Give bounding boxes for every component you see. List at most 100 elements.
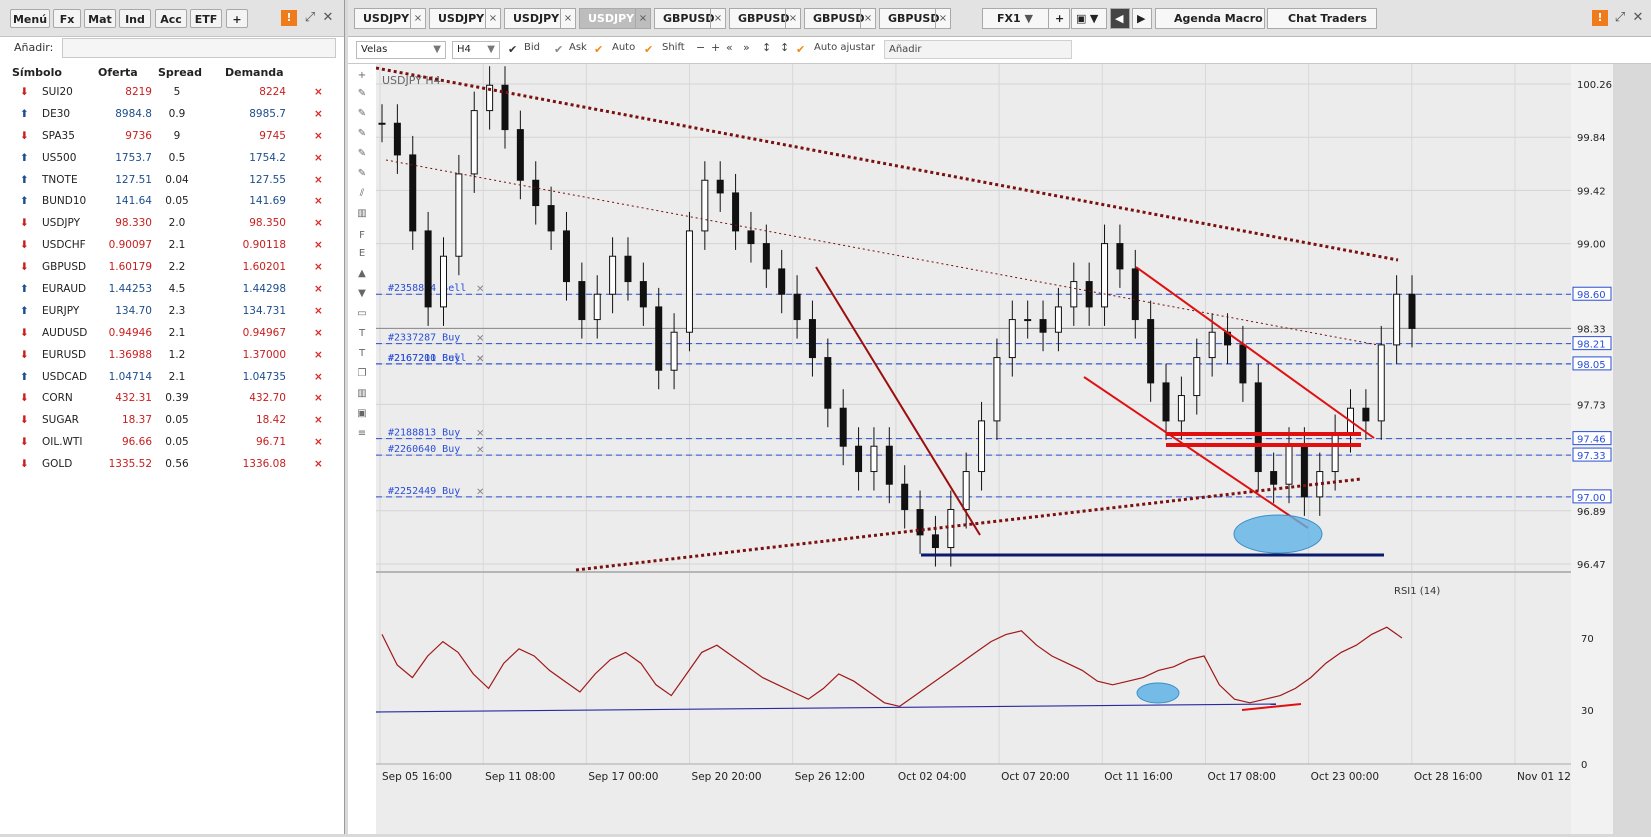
col-ask[interactable]: Demanda [225,66,284,79]
table-row[interactable]: ⬇ CORN 432.31 0.39 432.70 × [0,388,344,410]
crosshair-icon[interactable]: + [357,70,367,81]
ask-cell[interactable]: 1.04735 [242,370,286,383]
ask-cell[interactable]: 127.55 [249,173,286,186]
tab-agenda-macro[interactable]: Agenda Macro [1155,8,1265,29]
shift-toggle[interactable]: Shift [662,42,685,53]
chart-type-select[interactable]: Velas ▼ [356,41,446,59]
bid-cell[interactable]: 1335.52 [108,458,152,471]
remove-icon[interactable]: × [314,173,323,186]
col-spread[interactable]: Spread [158,66,202,79]
fib-icon[interactable]: F [359,230,365,241]
vertical-resize-icon[interactable]: ↕ [780,41,790,54]
table-row[interactable]: ⬇ EURUSD 1.36988 1.2 1.37000 × [0,345,344,367]
mat-button[interactable]: Mat [84,9,116,28]
remove-icon[interactable]: × [314,392,323,405]
table-row[interactable]: ⬇ SPA35 9736 9 9745 × [0,126,344,148]
add-tab-button[interactable]: + [226,9,248,28]
auto-toggle[interactable]: Auto [612,42,636,53]
table-row[interactable]: ⬇ OIL.WTI 96.66 0.05 96.71 × [0,432,344,454]
tab-chat-traders[interactable]: Chat Traders [1267,8,1377,29]
close-tab-icon[interactable]: × [935,9,950,28]
close-tab-icon[interactable]: × [860,9,875,28]
table-row[interactable]: ⬇ USDJPY 98.330 2.0 98.350 × [0,213,344,235]
arrow-up-icon[interactable]: ▲ [358,268,366,279]
tab-usdjpy[interactable]: USDJPY × [429,8,501,29]
remove-icon[interactable]: × [314,239,323,252]
list-icon[interactable]: ≡ [357,428,367,439]
remove-icon[interactable]: × [314,348,323,361]
remove-icon[interactable]: × [314,129,323,142]
auto-adjust-toggle[interactable]: Auto ajustar [814,42,876,53]
table-row[interactable]: ⬇ USDCHF 0.90097 2.1 0.90118 × [0,235,344,257]
tab-gbpusd[interactable]: GBPUSD × [729,8,801,29]
pencil-icon[interactable]: ✎ [357,88,367,99]
check-icon[interactable]: ✔ [554,43,564,56]
scroll-right-icon[interactable]: » [743,41,750,54]
tab-gbpusd[interactable]: GBPUSD × [654,8,726,29]
close-tab-icon[interactable]: × [710,9,725,28]
remove-icon[interactable]: × [314,261,323,274]
table-row[interactable]: ⬆ BUND10 141.64 0.05 141.69 × [0,191,344,213]
col-bid[interactable]: Oferta [98,66,138,79]
price-chart[interactable]: Sep 05 16:00 Sep 11 08:00 Sep 17 00:00 Sep … [375,64,1588,834]
bid-cell[interactable]: 18.37 [121,414,152,427]
table-row[interactable]: ⬇ GOLD 1335.52 0.56 1336.08 × [0,454,344,476]
bars-icon[interactable]: ▥ [357,388,367,399]
add-symbol-input[interactable] [62,38,336,58]
table-row[interactable]: ⬆ USDCAD 1.04714 2.1 1.04735 × [0,367,344,389]
close-tab-icon[interactable]: × [785,9,800,28]
bid-cell[interactable]: 134.70 [115,304,152,317]
bid-cell[interactable]: 8984.8 [115,107,152,120]
ask-cell[interactable]: 134.731 [242,304,286,317]
menu-button[interactable]: Menú [10,9,50,28]
bid-cell[interactable]: 9736 [125,129,152,142]
ask-cell[interactable]: 1754.2 [249,151,286,164]
arrow-down-icon[interactable]: ▼ [358,288,366,299]
remove-icon[interactable]: × [314,195,323,208]
table-row[interactable]: ⬆ EURAUD 1.44253 4.5 1.44298 × [0,279,344,301]
camera-icon[interactable]: ▣ [357,408,367,419]
col-symbol[interactable]: Símbolo [12,66,62,79]
pencil-icon[interactable]: ✎ [357,168,367,179]
check-icon[interactable]: ✔ [644,43,654,56]
close-tab-icon[interactable]: × [485,9,500,28]
ask-cell[interactable]: 0.90118 [242,239,286,252]
table-row[interactable]: ⬆ DE30 8984.8 0.9 8985.7 × [0,104,344,126]
bid-cell[interactable]: 96.66 [121,436,152,449]
pencil-icon[interactable]: ✎ [357,108,367,119]
fx-button[interactable]: Fx [53,9,81,28]
table-row[interactable]: ⬇ SUGAR 18.37 0.05 18.42 × [0,410,344,432]
elliott-icon[interactable]: E [358,248,366,259]
text-icon[interactable]: T [358,328,366,339]
timeframe-select[interactable]: H4 ▼ [452,41,500,59]
bid-cell[interactable]: 1.36988 [108,348,152,361]
ind-button[interactable]: Ind [119,9,151,28]
bid-toggle[interactable]: Bid [524,42,540,53]
remove-icon[interactable]: × [314,107,323,120]
back-button[interactable]: ◀ [1110,8,1130,29]
ask-cell[interactable]: 432.70 [249,392,286,405]
check-icon[interactable]: ✔ [508,43,518,56]
scroll-left-icon[interactable]: « [726,41,733,54]
ask-toggle[interactable]: Ask [569,42,587,53]
remove-icon[interactable]: × [314,283,323,296]
table-row[interactable]: ⬇ GBPUSD 1.60179 2.2 1.60201 × [0,257,344,279]
close-tab-icon[interactable]: × [560,9,575,28]
vertical-resize-icon[interactable]: ↕ [762,41,772,54]
layout-selector[interactable]: ▣ ▼ [1071,8,1107,29]
bid-cell[interactable]: 98.330 [115,217,152,230]
table-row[interactable]: ⬇ SUI20 8219 5 8224 × [0,82,344,104]
ask-cell[interactable]: 96.71 [255,436,286,449]
remove-icon[interactable]: × [314,436,323,449]
tab-usdjpy[interactable]: USDJPY × [504,8,576,29]
bid-cell[interactable]: 432.31 [115,392,152,405]
etf-button[interactable]: ETF [190,9,222,28]
bars-icon[interactable]: ▥ [357,208,367,219]
table-row[interactable]: ⬆ TNOTE 127.51 0.04 127.55 × [0,170,344,192]
ask-cell[interactable]: 1.37000 [242,348,286,361]
tab-gbpusd[interactable]: GBPUSD × [879,8,951,29]
bid-cell[interactable]: 141.64 [115,195,152,208]
remove-icon[interactable]: × [314,86,323,98]
account-selector[interactable]: FX1 ▼ [982,8,1060,29]
info-icon[interactable]: ! [281,10,297,26]
